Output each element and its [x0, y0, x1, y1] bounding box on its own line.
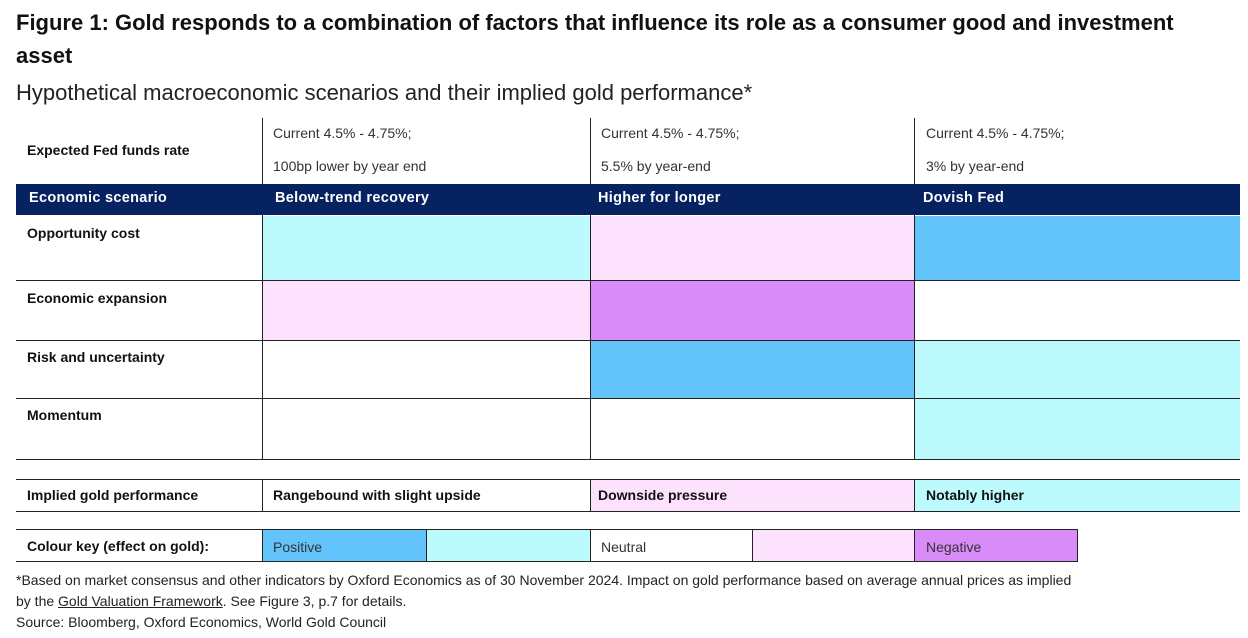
fed-col2-line1: Current 4.5% - 4.75%; — [601, 125, 740, 141]
implied-higher-for-longer: Downside pressure — [598, 487, 728, 503]
fed-divider-1 — [262, 118, 263, 184]
implied-divider-3 — [914, 479, 915, 511]
key-swatch-slightly-positive — [427, 530, 590, 561]
implied-cell — [263, 480, 590, 511]
header-economic-scenario: Economic scenario — [29, 190, 168, 206]
header-below-trend-recovery: Below-trend recovery — [275, 190, 430, 206]
fed-col3-line2: 3% by year-end — [926, 158, 1025, 174]
fed-divider-3 — [914, 118, 915, 184]
header-dovish-fed: Dovish Fed — [923, 190, 1005, 206]
key-label: Colour key (effect on gold): — [27, 538, 209, 554]
matrix-cell — [591, 399, 914, 459]
row-divider-1 — [16, 280, 1240, 281]
header-higher-for-longer: Higher for longer — [598, 190, 721, 206]
matrix-cell — [915, 399, 1240, 459]
footnote-line-1: *Based on market consensus and other ind… — [16, 572, 1072, 588]
implied-cell — [915, 480, 1240, 511]
fed-rate-label: Expected Fed funds rate — [27, 142, 190, 158]
implied-bottom-line — [16, 511, 1240, 512]
fed-col1-line1: Current 4.5% - 4.75%; — [273, 125, 412, 141]
source-line: Source: Bloomberg, Oxford Economics, Wor… — [16, 614, 387, 630]
implied-cell — [591, 480, 914, 511]
gold-valuation-framework-link[interactable]: Gold Valuation Framework — [58, 593, 223, 609]
matrix-cell — [263, 216, 590, 280]
matrix-cell — [263, 399, 590, 459]
matrix-cell — [591, 341, 914, 398]
row-divider-2 — [16, 340, 1240, 341]
row-divider-3 — [16, 398, 1240, 399]
footnote-line-2: by the Gold Valuation Framework. See Fig… — [16, 591, 406, 611]
key-swatch-slightly-negative — [753, 530, 914, 561]
key-swatch-neutral — [591, 530, 752, 561]
matrix-cell — [915, 341, 1240, 398]
matrix-cell — [591, 281, 914, 340]
row-label-momentum: Momentum — [27, 407, 102, 423]
implied-divider-1 — [262, 479, 263, 511]
key-bottom-line — [16, 561, 1078, 562]
matrix-cell — [263, 281, 590, 340]
fed-divider-2 — [590, 118, 591, 184]
row-label-economic-expansion: Economic expansion — [27, 290, 168, 306]
key-swatch-negative — [915, 530, 1077, 561]
fed-col2-line2: 5.5% by year-end — [601, 158, 711, 174]
matrix-cell — [263, 341, 590, 398]
key-positive-text: Positive — [273, 539, 323, 555]
footnote-line-2-pre: by the — [16, 593, 59, 609]
key-divider-4 — [752, 529, 753, 561]
matrix-divider-2 — [590, 215, 591, 460]
fed-col1-line2: 100bp lower by year end — [273, 158, 427, 174]
implied-below-trend: Rangebound with slight upside — [273, 487, 481, 503]
key-divider-5 — [914, 529, 915, 561]
matrix-divider-1 — [262, 215, 263, 460]
footnote-line-2-post: . See Figure 3, p.7 for details. — [222, 593, 407, 609]
row-divider-4 — [16, 459, 1240, 460]
key-swatch-positive — [263, 530, 426, 561]
implied-top-line — [16, 479, 1240, 480]
matrix-cell — [591, 216, 914, 280]
row-label-opportunity-cost: Opportunity cost — [27, 225, 140, 241]
figure-subtitle: Hypothetical macroeconomic scenarios and… — [16, 80, 753, 105]
implied-divider-2 — [590, 479, 591, 511]
matrix-cell — [915, 216, 1240, 280]
matrix-cell — [915, 281, 1240, 340]
key-divider-2 — [426, 529, 427, 561]
key-negative-text: Negative — [926, 539, 982, 555]
key-top-line — [16, 529, 1078, 530]
key-neutral-text: Neutral — [601, 539, 647, 555]
key-divider-1 — [262, 529, 263, 561]
fed-col3-line1: Current 4.5% - 4.75%; — [926, 125, 1065, 141]
key-divider-6 — [1077, 529, 1078, 561]
implied-dovish-fed: Notably higher — [926, 487, 1025, 503]
figure-title: Figure 1: Gold responds to a combination… — [16, 10, 1174, 68]
key-divider-3 — [590, 529, 591, 561]
scenario-header-bar — [16, 184, 1240, 215]
implied-label: Implied gold performance — [27, 487, 199, 503]
matrix-divider-3 — [914, 215, 915, 460]
row-label-risk-uncertainty: Risk and uncertainty — [27, 349, 165, 365]
